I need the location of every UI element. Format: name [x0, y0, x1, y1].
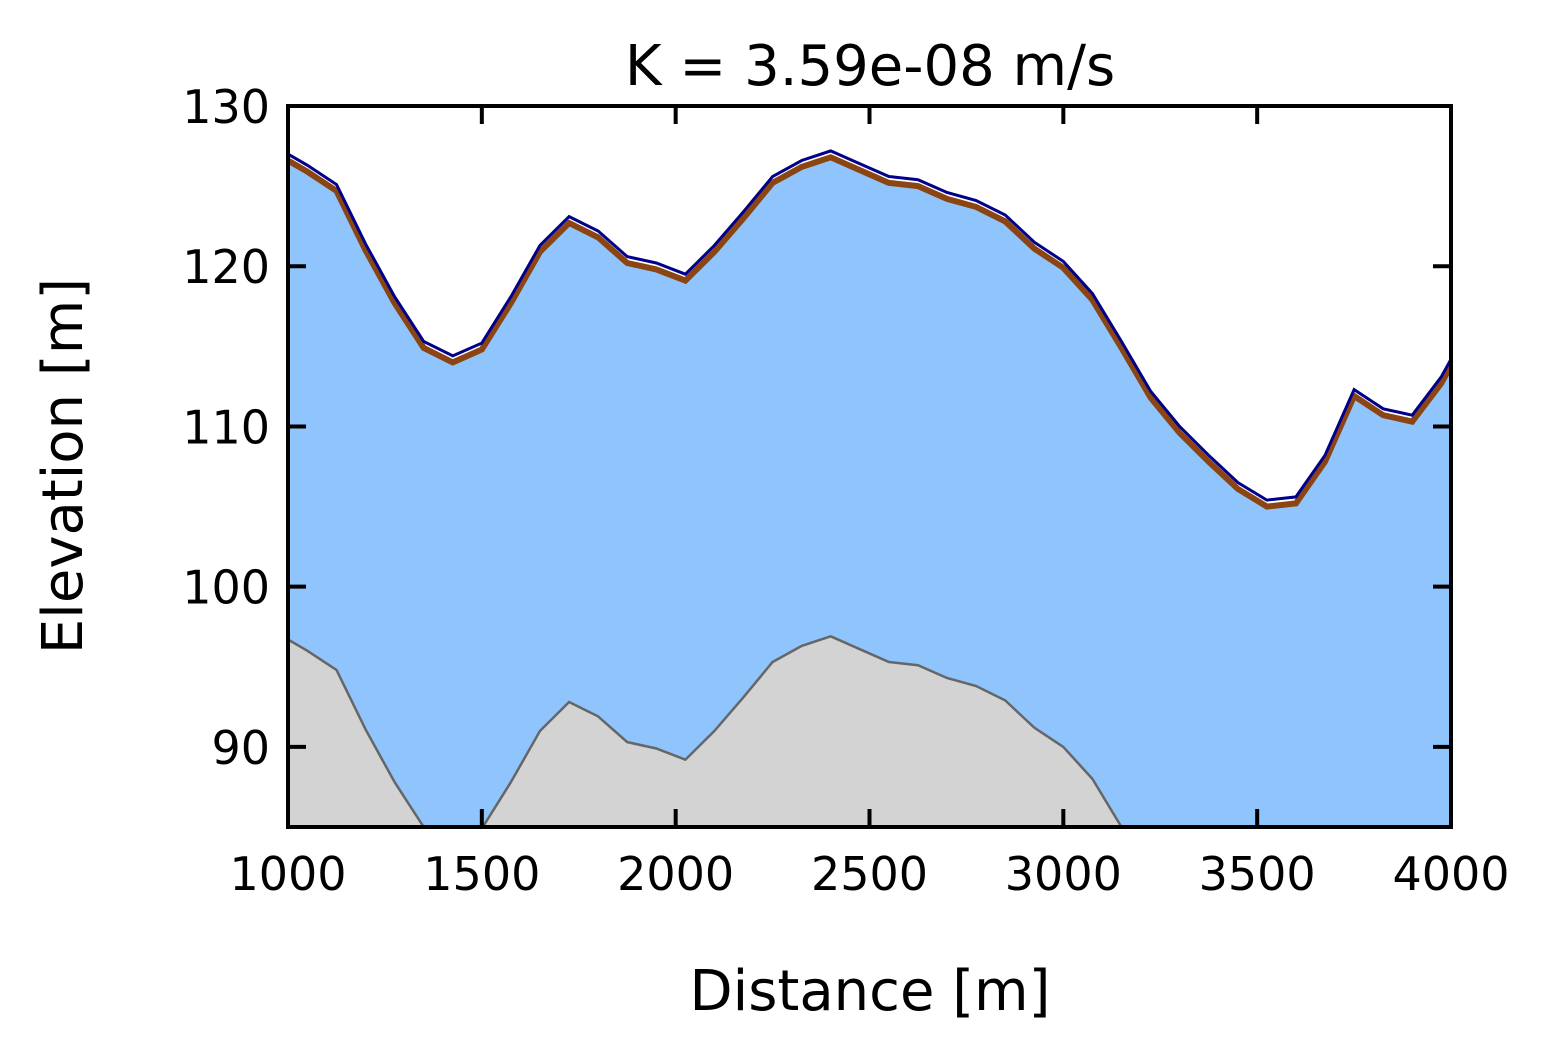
- y-tick-label: 90: [211, 721, 270, 775]
- water-table-line: [288, 154, 1451, 510]
- y-tick-label: 120: [182, 240, 270, 294]
- bedrock-line: [288, 634, 1123, 827]
- plot-area: [288, 149, 1451, 827]
- y-tick-label: 110: [182, 400, 270, 454]
- x-tick-label: 1000: [229, 847, 346, 901]
- y-tick-label: 130: [182, 80, 270, 134]
- x-tick-label: 1500: [423, 847, 540, 901]
- bedrock-area: [288, 636, 1122, 827]
- x-tick-label: 3000: [1005, 847, 1122, 901]
- x-tick-label: 2500: [811, 847, 928, 901]
- surface-line: [288, 149, 1451, 502]
- x-tick-label: 3500: [1199, 847, 1316, 901]
- y-axis-label: Elevation [m]: [31, 278, 96, 654]
- chart-title: K = 3.59e-08 m/s: [625, 34, 1115, 99]
- x-tick-label: 4000: [1392, 847, 1509, 901]
- x-axis-label: Distance [m]: [690, 959, 1051, 1024]
- y-tick-label: 100: [182, 561, 270, 615]
- x-tick-label: 2000: [617, 847, 734, 901]
- water-area: [288, 157, 1451, 827]
